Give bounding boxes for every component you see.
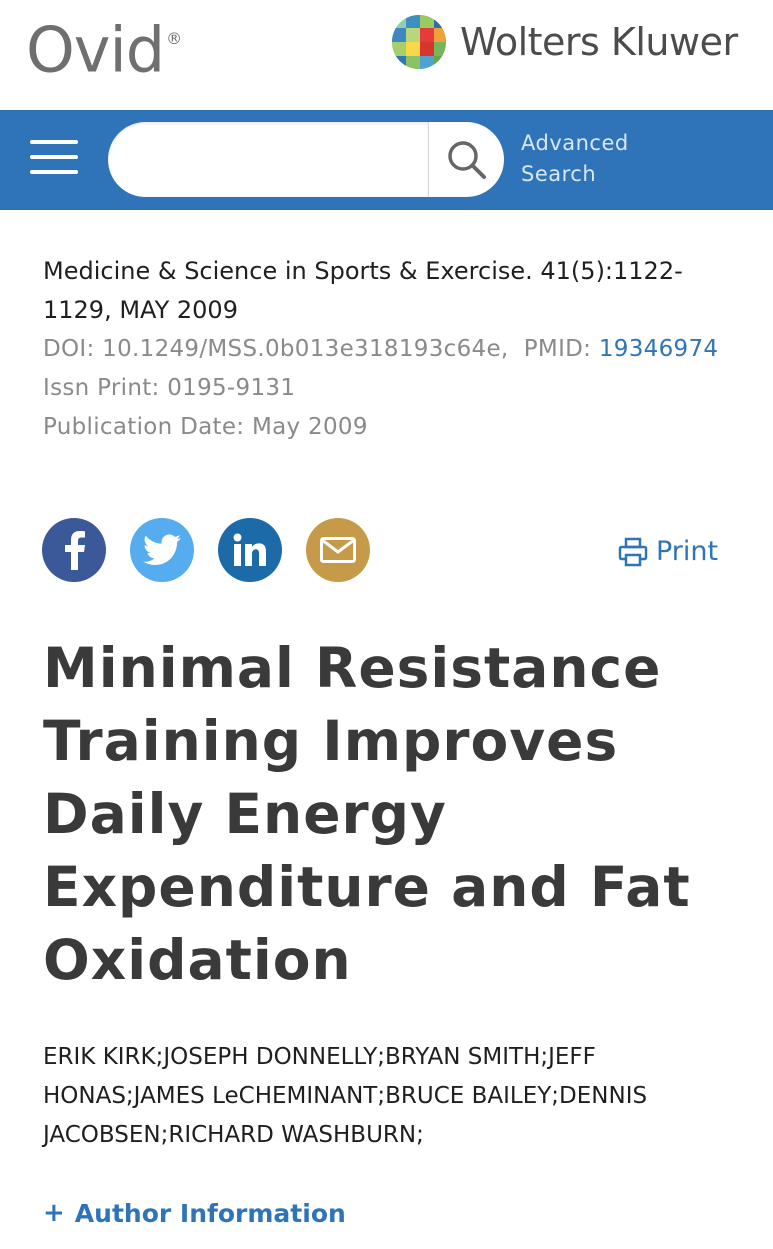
citation-block: Medicine & Science in Sports & Exercise.… [43,252,723,447]
print-icon [618,537,648,566]
search-input[interactable] [108,122,428,197]
twitter-share-button[interactable] [130,518,194,582]
advanced-search-link[interactable]: Advanced Search [521,131,629,186]
pmid-label: PMID: [523,336,592,362]
author-information-toggle[interactable]: + Author Information [43,1198,346,1228]
publication-date: Publication Date: May 2009 [43,414,368,440]
publisher-logo-text: Wolters Kluwer [460,20,738,64]
article-title: Minimal Resistance Training Improves Dai… [43,636,691,992]
print-label: Print [656,536,719,567]
email-icon [320,537,356,563]
registered-mark: ® [166,29,182,48]
search-icon [447,140,486,179]
author-list: ERIK KIRK;JOSEPH DONNELLY;BRYAN SMITH;JE… [43,1044,648,1148]
doi-line: DOI: 10.1249/MSS.0b013e318193c64e, PMID:… [43,330,723,369]
ovid-logo[interactable]: Ovid ® [26,8,182,88]
twitter-icon [143,534,181,566]
facebook-share-button[interactable] [42,518,106,582]
print-button[interactable]: Print [618,536,718,567]
wolters-kluwer-logo[interactable]: Wolters Kluwer [392,14,738,70]
plus-icon: + [43,1198,65,1228]
wolters-kluwer-globe-icon [392,15,446,69]
pmid-link[interactable]: 19346974 [598,336,719,362]
menu-icon[interactable] [30,140,78,180]
share-buttons [42,518,394,582]
author-information-label: Author Information [74,1198,346,1228]
doi: DOI: 10.1249/MSS.0b013e318193c64e, [43,336,509,362]
ovid-logo-text: Ovid [26,13,165,87]
email-share-button[interactable] [306,518,370,582]
issn: Issn Print: 0195-9131 [43,375,296,401]
linkedin-icon [233,533,266,566]
search-bar [0,110,773,210]
top-header: Ovid ® [0,0,773,110]
journal-citation: Medicine & Science in Sports & Exercise.… [43,257,683,324]
linkedin-share-button[interactable] [218,518,282,582]
search-button[interactable] [428,122,504,197]
facebook-icon [65,531,85,570]
